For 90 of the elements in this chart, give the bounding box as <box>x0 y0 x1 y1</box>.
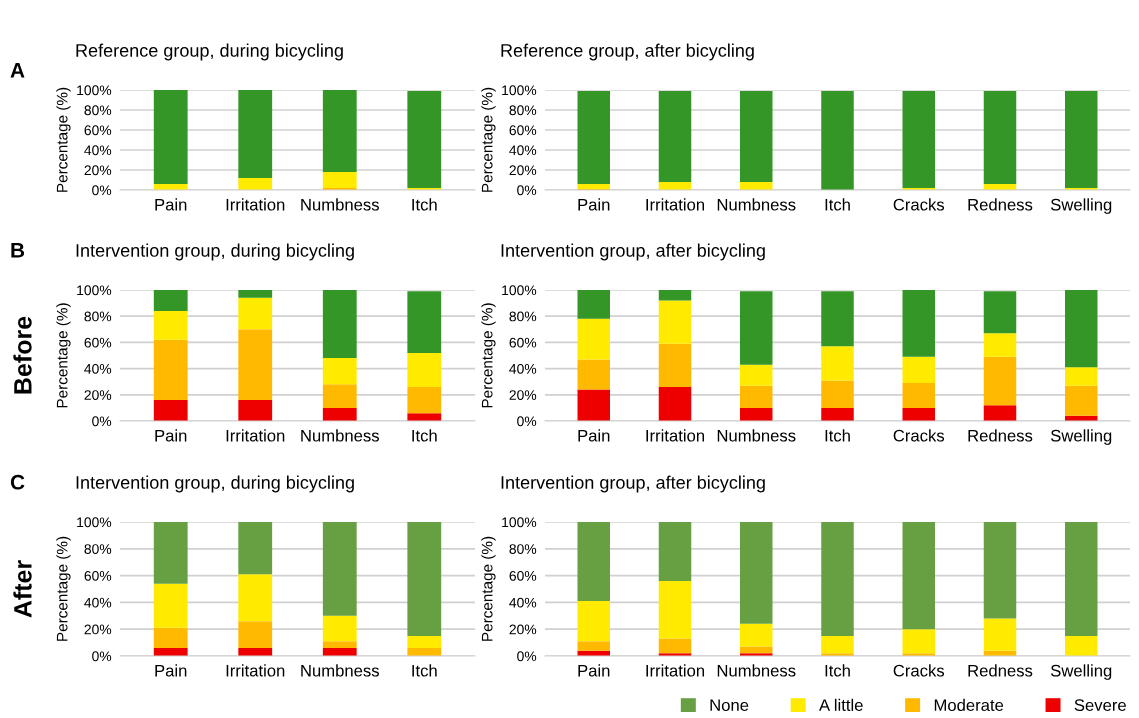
chart-title: Intervention group, during bicycling <box>76 475 354 493</box>
y-axis-title: Percentage (%) <box>56 303 71 408</box>
y-tick-label: 100% <box>502 85 537 96</box>
x-tick-label: Irritation <box>226 429 285 442</box>
y-tick-label: 60% <box>509 125 537 136</box>
y-tick-label: 0% <box>517 416 537 427</box>
legend-label: Moderate <box>934 698 1004 712</box>
x-tick-label: Cracks <box>893 664 945 677</box>
y-tick-label: 100% <box>502 517 537 528</box>
y-tick-label: 40% <box>509 597 537 608</box>
x-tick-label: Numbness <box>717 664 796 677</box>
x-tick-label: Itch <box>412 664 437 677</box>
y-tick-label: 0% <box>92 651 112 662</box>
chart-title: Reference group, during bicycling <box>76 43 343 61</box>
y-tick-label: 20% <box>509 624 537 635</box>
y-tick-label: 0% <box>517 185 537 196</box>
x-tick-label: Swelling <box>1050 198 1112 214</box>
y-tick-label: 40% <box>84 597 112 608</box>
y-tick-label: 100% <box>77 517 112 528</box>
x-tick-label: Redness <box>968 664 1033 677</box>
text: C <box>10 474 25 490</box>
x-tick-label: Pain <box>155 429 187 442</box>
legend-label: A little <box>819 698 863 712</box>
x-tick-label: Itch <box>825 664 850 677</box>
y-tick-label: 80% <box>84 544 112 554</box>
x-tick-label: Cracks <box>893 198 945 211</box>
x-tick-label: Numbness <box>301 198 379 211</box>
x-tick-label: Numbness <box>717 198 796 211</box>
y-tick-label: 80% <box>84 105 112 116</box>
legend-label: Severe <box>1074 699 1126 712</box>
x-tick-label: Irritation <box>646 198 705 211</box>
chart-title: Intervention group, during bicycling <box>76 243 354 261</box>
x-tick-label: Itch <box>412 198 437 211</box>
x-tick-label: Numbness <box>717 429 796 442</box>
x-tick-label: Redness <box>968 198 1033 211</box>
x-tick-label: Irritation <box>226 198 285 211</box>
y-tick-label: 0% <box>517 651 537 662</box>
y-axis-title: Percentage (%) <box>481 303 496 408</box>
x-tick-label: Pain <box>155 198 187 211</box>
chart-title: Intervention group, after bicycling <box>501 243 765 261</box>
y-axis-title: Percentage (%) <box>481 536 496 641</box>
x-tick-label: Numbness <box>301 664 379 677</box>
y-tick-label: 20% <box>84 390 112 400</box>
y-tick-label: 60% <box>84 570 112 581</box>
y-tick-label: 40% <box>509 363 537 374</box>
x-tick-label: Irritation <box>226 664 285 677</box>
y-tick-label: 100% <box>502 285 537 296</box>
y-tick-label: 60% <box>509 570 537 581</box>
y-tick-label: 20% <box>84 624 112 635</box>
text: B <box>11 243 25 258</box>
y-axis-title: Percentage (%) <box>481 87 496 192</box>
x-tick-label: Itch <box>412 429 437 442</box>
y-tick-label: 60% <box>84 337 112 348</box>
text: After <box>13 560 32 618</box>
y-tick-label: 60% <box>509 337 537 348</box>
y-axis-title: Percentage (%) <box>56 87 71 192</box>
x-tick-label: Itch <box>825 198 850 211</box>
y-tick-label: 100% <box>77 85 112 96</box>
y-tick-label: 40% <box>84 145 112 156</box>
x-tick-label: Swelling <box>1050 664 1112 680</box>
x-tick-label: Itch <box>825 429 850 442</box>
y-tick-label: 20% <box>509 390 537 400</box>
y-tick-label: 0% <box>92 185 112 196</box>
x-tick-label: Swelling <box>1050 429 1112 445</box>
text: A <box>10 63 25 78</box>
y-tick-label: 40% <box>84 363 112 374</box>
y-tick-label: 60% <box>84 125 112 136</box>
chart-title: Intervention group, after bicycling <box>501 475 765 493</box>
text: Before <box>13 316 32 394</box>
y-tick-label: 20% <box>509 165 537 176</box>
y-tick-label: 100% <box>77 285 112 296</box>
x-tick-label: Pain <box>578 664 610 677</box>
chart-title: Reference group, after bicycling <box>501 43 754 61</box>
x-tick-label: Irritation <box>646 429 705 442</box>
x-tick-label: Irritation <box>646 664 705 677</box>
x-tick-label: Pain <box>155 664 187 677</box>
x-tick-label: Pain <box>578 198 610 211</box>
x-tick-label: Cracks <box>893 429 945 442</box>
x-tick-label: Redness <box>968 429 1033 442</box>
y-tick-label: 20% <box>84 165 112 176</box>
y-tick-label: 80% <box>84 311 112 322</box>
y-axis-title: Percentage (%) <box>56 536 71 641</box>
y-tick-label: 0% <box>92 416 112 427</box>
legend-label: None <box>710 699 749 712</box>
y-tick-label: 40% <box>509 145 537 156</box>
y-tick-label: 80% <box>509 105 537 116</box>
y-tick-label: 80% <box>509 544 537 554</box>
x-tick-label: Numbness <box>301 429 379 442</box>
x-tick-label: Pain <box>578 429 610 442</box>
y-tick-label: 80% <box>509 311 537 322</box>
